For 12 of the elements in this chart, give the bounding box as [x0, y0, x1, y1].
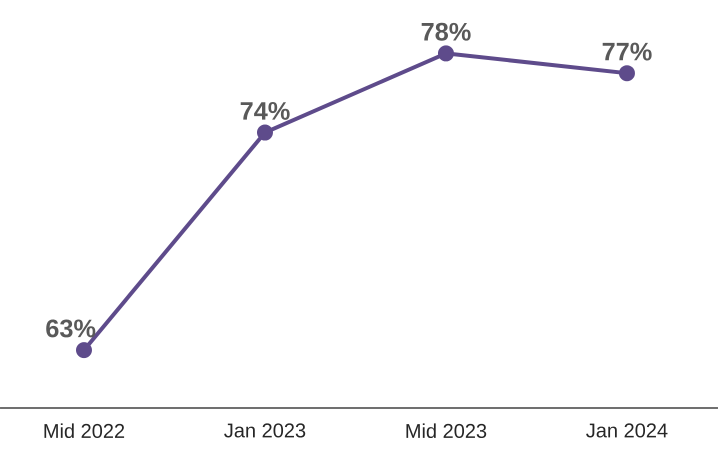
- point: [438, 45, 454, 62]
- x-tick-label: Jan 2024: [586, 423, 668, 438]
- data-label: 77%: [602, 42, 652, 60]
- x-tick-label: Mid 2022: [44, 423, 124, 438]
- x-tick-label: Mid 2023: [406, 423, 486, 438]
- data-label: 78%: [422, 22, 471, 41]
- data-label: 74%: [240, 102, 290, 120]
- data-label: 63%: [46, 319, 96, 338]
- point: [618, 65, 635, 82]
- x-tick-label: Jan 2023: [224, 423, 306, 438]
- point: [76, 342, 92, 358]
- point: [256, 124, 273, 141]
